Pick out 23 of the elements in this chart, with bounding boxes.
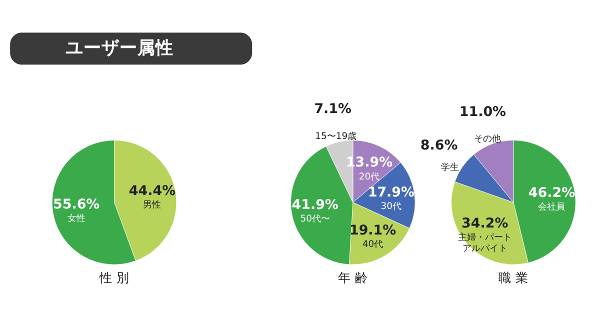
slice-label: 学生 [441,162,460,173]
slice-label: 会社員 [538,202,566,213]
slice-label: 20代 [358,171,380,182]
data-label: 17.9% [368,185,415,200]
data-label: 7.1% [314,102,352,118]
slice-label: 15〜19歳 [315,130,357,142]
slice-label: 女性 [67,212,86,224]
text: 性 別 [98,270,130,286]
data-label: 11.0% [459,105,507,120]
data-label: 8.6% [420,138,458,154]
text: 職 業 [498,270,528,286]
text: ユーザー属性 [66,38,174,59]
data-label: 34.2% [462,216,509,232]
slice-label: その他 [474,133,501,144]
text: 年 齢 [338,270,368,286]
data-label: 46.2% [528,186,576,201]
data-label: 41.9% [292,198,339,213]
slice-label: 30代 [380,201,402,212]
slice-label: 40代 [362,239,384,250]
slice-label: 50代〜 [300,214,330,225]
data-label: 44.4% [128,184,176,199]
slice-label: 男性 [143,199,162,210]
data-label: 55.6% [53,197,100,212]
